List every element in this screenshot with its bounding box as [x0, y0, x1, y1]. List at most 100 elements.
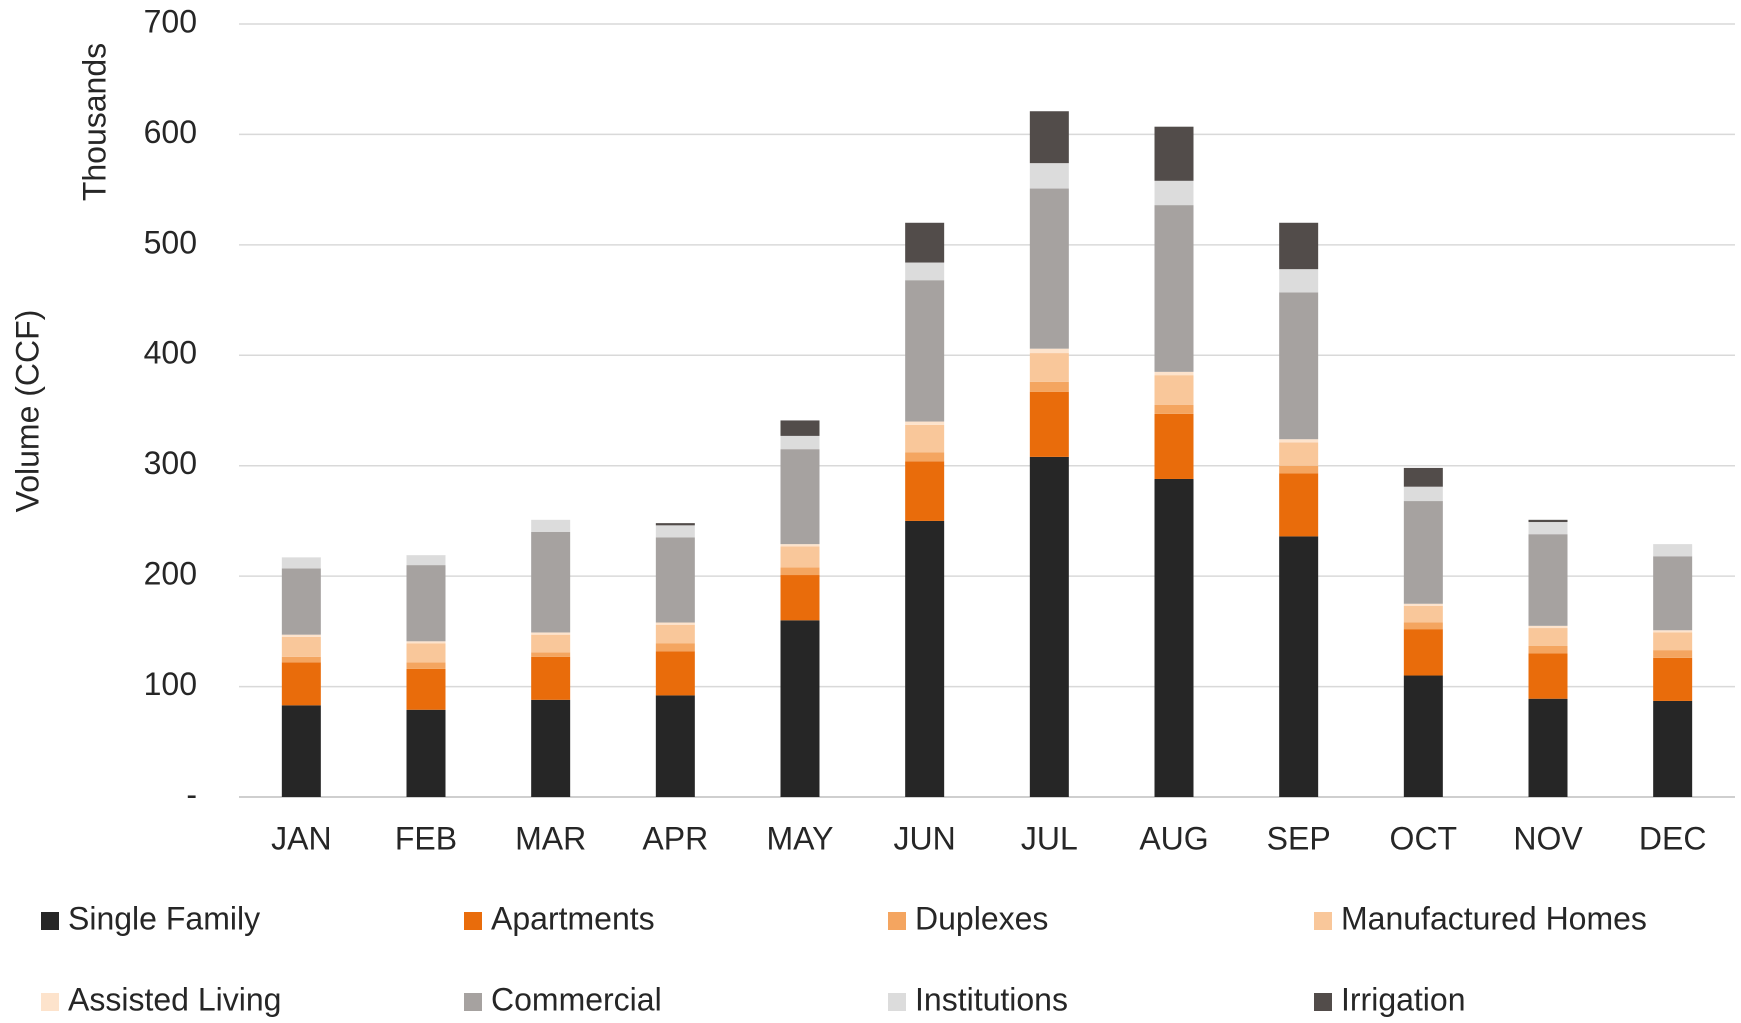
bar-segment	[780, 620, 820, 797]
bar-segment	[780, 544, 820, 547]
bar-segment	[281, 656, 321, 663]
legend-label: Single Family	[68, 900, 260, 936]
legend-swatch	[464, 993, 482, 1011]
bar-segment	[655, 523, 695, 526]
bar-segment	[1528, 653, 1568, 699]
y-tick-label: 300	[144, 445, 197, 481]
bar-segment	[655, 651, 695, 696]
bar-segment	[1154, 404, 1194, 414]
x-tick-label: SEP	[1267, 820, 1331, 856]
bar-segment	[1653, 544, 1693, 557]
bar-segment	[1279, 269, 1319, 293]
bar-segment	[281, 557, 321, 569]
bar-segment	[1528, 519, 1568, 523]
bar-segment	[1279, 536, 1319, 797]
bar-segment	[531, 656, 571, 700]
bar-segment	[1403, 501, 1443, 604]
bar-segment	[1528, 698, 1568, 797]
bar-segment	[1279, 292, 1319, 440]
bar-segment	[406, 643, 446, 663]
legend-label: Apartments	[491, 900, 655, 936]
bar-segment	[1154, 375, 1194, 405]
y-tick-label: 700	[144, 3, 197, 39]
bar-segment	[1403, 467, 1443, 487]
bar-segment	[1154, 205, 1194, 372]
bar-segment	[1154, 126, 1194, 181]
bar-segment	[406, 709, 446, 797]
bar-segment	[1029, 391, 1069, 457]
bar-segment	[1154, 413, 1194, 479]
y-tick-label: 400	[144, 335, 197, 371]
y-axis-title: Volume (CCF)	[9, 310, 45, 513]
bar-segment	[281, 634, 321, 637]
bar-segment	[1653, 630, 1693, 633]
bar-segment	[780, 567, 820, 576]
bar-segment	[1029, 163, 1069, 189]
x-tick-label: MAR	[515, 820, 586, 856]
bar-segment	[780, 546, 820, 568]
bar-segment	[531, 699, 571, 797]
x-tick-label: APR	[642, 820, 708, 856]
bar-segment	[1528, 645, 1568, 654]
bar-segment	[531, 531, 571, 633]
bar-segment	[905, 461, 945, 521]
bar-segment	[1403, 622, 1443, 630]
y-tick-label: 600	[144, 114, 197, 150]
bar-segment	[780, 420, 820, 436]
bar-segment	[780, 575, 820, 621]
bar-segment	[1029, 348, 1069, 354]
bar-segment	[655, 622, 695, 625]
bar-segment	[281, 568, 321, 635]
x-tick-label: DEC	[1639, 820, 1707, 856]
legend-label: Institutions	[915, 981, 1068, 1017]
bar-segment	[1653, 650, 1693, 658]
bar-segment	[1403, 603, 1443, 606]
x-tick-label: OCT	[1390, 820, 1458, 856]
bar-segment	[1029, 456, 1069, 797]
x-tick-label: JAN	[271, 820, 331, 856]
bar-segment	[1653, 700, 1693, 797]
bar-segment	[406, 565, 446, 642]
bar-segment	[905, 452, 945, 462]
bar-segment	[1029, 188, 1069, 349]
legend-label: Duplexes	[915, 900, 1048, 936]
bar-segment	[531, 652, 571, 657]
y-tick-label: 100	[144, 666, 197, 702]
bar-segment	[406, 662, 446, 669]
bar-segment	[1154, 180, 1194, 206]
legend-swatch	[1314, 912, 1332, 930]
bar-segment	[281, 636, 321, 657]
bar-segment	[905, 424, 945, 453]
bar-segment	[1279, 439, 1319, 443]
bar-segment	[1029, 381, 1069, 392]
x-tick-label: NOV	[1513, 820, 1583, 856]
bar-segment	[281, 705, 321, 797]
bar-segment	[1029, 353, 1069, 382]
bar-segment	[905, 222, 945, 263]
y-axis-unit: Thousands	[76, 43, 112, 201]
x-tick-label: AUG	[1139, 820, 1208, 856]
bar-segment	[531, 634, 571, 653]
bar-segment	[281, 662, 321, 706]
bar-segment	[655, 624, 695, 644]
bar-segment	[1279, 473, 1319, 537]
bar-segment	[1154, 478, 1194, 797]
y-tick-label: -	[186, 776, 197, 812]
bar-segment	[1279, 222, 1319, 270]
y-tick-label: 200	[144, 556, 197, 592]
y-tick-label: 500	[144, 224, 197, 260]
bar-segment	[1403, 629, 1443, 676]
legend-swatch	[888, 993, 906, 1011]
x-tick-label: MAY	[767, 820, 834, 856]
legend-label: Assisted Living	[68, 981, 281, 1017]
bar-segment	[1528, 625, 1568, 629]
bar-segment	[406, 668, 446, 710]
bar-segment	[1653, 657, 1693, 701]
bar-segment	[1653, 556, 1693, 631]
bar-segment	[406, 555, 446, 566]
x-tick-label: JUN	[894, 820, 956, 856]
bar-segment	[531, 632, 571, 635]
bar-segment	[905, 421, 945, 425]
x-tick-label: FEB	[395, 820, 457, 856]
legend-label: Commercial	[491, 981, 662, 1017]
